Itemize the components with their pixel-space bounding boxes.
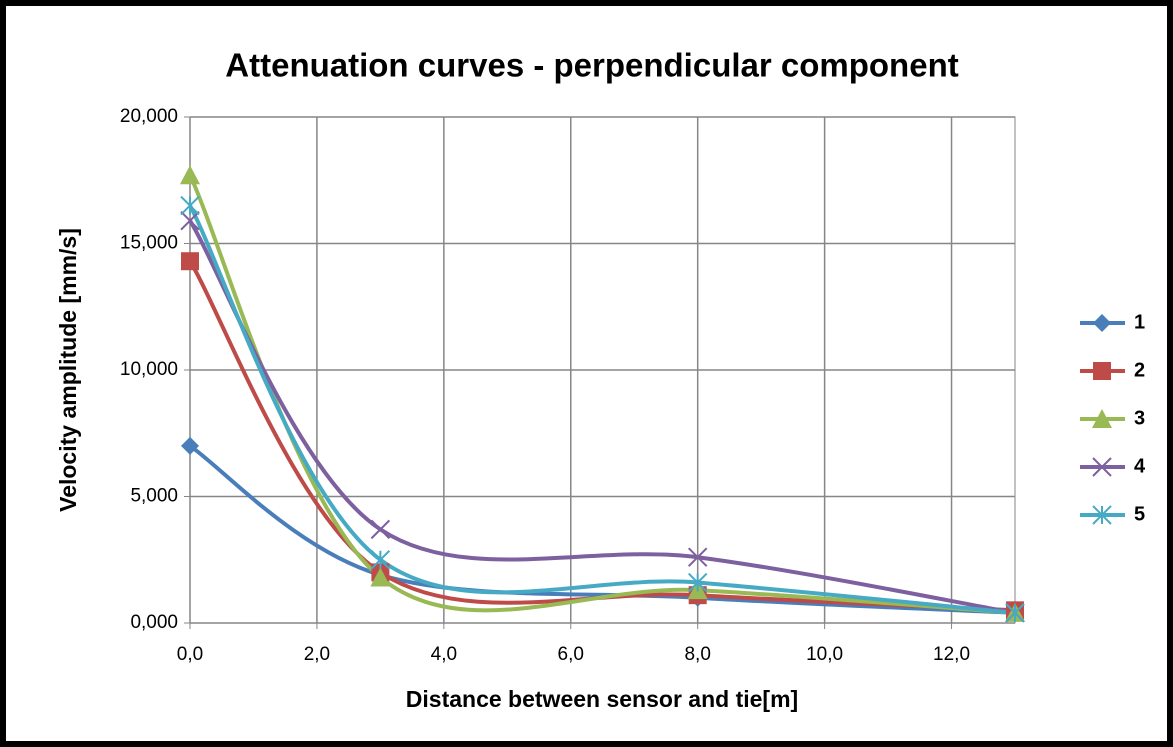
y-tick-label: 5,000 — [130, 486, 178, 507]
series-line — [188, 444, 1016, 615]
y-tick-label: 20,000 — [120, 106, 178, 127]
y-tick-label: 15,000 — [120, 233, 178, 254]
y-tick-label: 10,000 — [120, 359, 178, 380]
marker — [687, 547, 708, 567]
marker — [1093, 314, 1111, 332]
marker — [1092, 409, 1112, 428]
marker — [687, 572, 708, 593]
legend-label: 2 — [1134, 359, 1145, 381]
marker — [370, 550, 391, 570]
marker — [180, 195, 200, 216]
series-line — [188, 204, 1016, 615]
marker — [1092, 505, 1112, 525]
marker — [180, 165, 200, 185]
marker — [181, 436, 199, 455]
x-tick-label: 0,0 — [177, 644, 203, 665]
series-line — [188, 219, 1016, 615]
marker — [370, 519, 391, 540]
x-axis-label: Distance between sensor and tie[m] — [406, 686, 798, 712]
x-tick-label: 2,0 — [304, 644, 330, 665]
legend-label: 5 — [1134, 503, 1145, 525]
legend: 1 2 3 4 5 — [1080, 311, 1146, 525]
marker — [370, 567, 391, 587]
marker — [181, 252, 199, 271]
marker — [180, 211, 200, 231]
chart-title: Attenuation curves - perpendicular compo… — [225, 47, 958, 84]
y-axis-label: Velocity amplitude [mm/s] — [55, 228, 81, 512]
x-tick-label: 8,0 — [684, 644, 710, 665]
legend-label: 3 — [1134, 407, 1145, 429]
legend-label: 4 — [1134, 455, 1146, 477]
plot-area — [180, 165, 1025, 623]
x-tick-label: 12,0 — [933, 644, 970, 665]
x-tick-label: 6,0 — [558, 644, 584, 665]
grid: 0,000 5,000 10,000 15,000 20,000 0,0 2,0 4,0 6,0… — [120, 106, 1016, 665]
legend-label: 1 — [1134, 311, 1145, 333]
marker — [1093, 362, 1111, 380]
x-tick-label: 4,0 — [431, 644, 457, 665]
marker — [1005, 603, 1025, 623]
y-tick-label: 0,000 — [130, 612, 178, 633]
x-tick-label: 10,0 — [806, 644, 843, 665]
series-line — [188, 260, 1016, 613]
marker — [1092, 457, 1112, 477]
